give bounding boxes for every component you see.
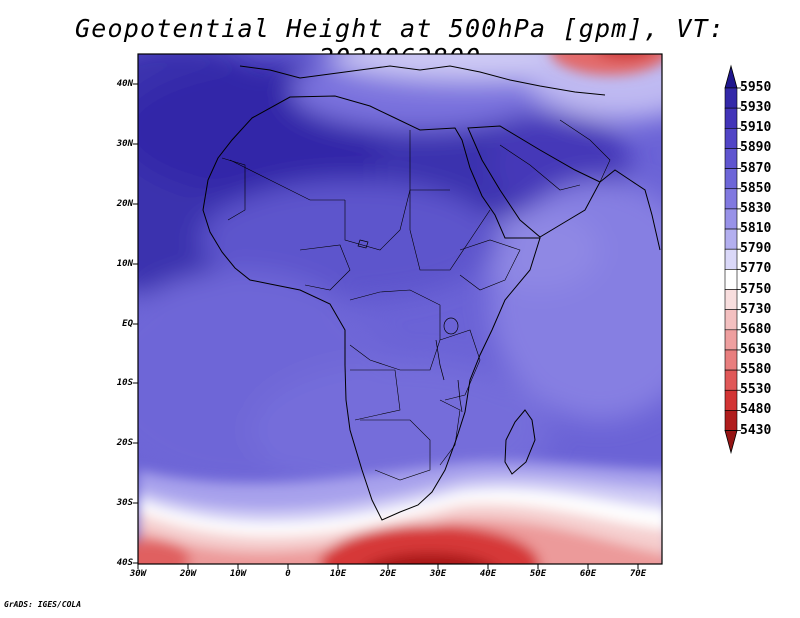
colorbar-label: 5480 [740, 402, 772, 418]
colorbar-label: 5680 [740, 321, 772, 337]
colorbar-segment [724, 188, 738, 210]
lon-label-30e: 30E [429, 569, 447, 579]
field-sw-low [138, 540, 190, 564]
colorbar-label: 5870 [740, 160, 772, 176]
lon-label-10e: 10E [329, 569, 347, 579]
colorbar [724, 64, 741, 455]
field-ne-low-core [599, 54, 651, 60]
colorbar-label: 5770 [740, 261, 772, 277]
africa-coastline [202, 95, 541, 521]
colorbar-label: 5950 [740, 80, 772, 95]
lon-label-20e: 20E [379, 569, 397, 579]
map-frame [137, 53, 663, 565]
field-ne-low [550, 54, 662, 75]
colorbar-label: 5910 [740, 120, 772, 136]
colorbar-segment [724, 329, 738, 351]
country-borders [221, 119, 611, 481]
colorbar-label: 5580 [740, 362, 772, 378]
colorbar-label: 5430 [740, 422, 772, 438]
lat-label-30n: 30N [116, 139, 133, 149]
lake-victoria [443, 317, 459, 335]
border-mauritania [221, 157, 246, 221]
colorbar-segment [724, 389, 738, 411]
colorbar-segment [724, 107, 738, 129]
colorbar-label: 5890 [740, 140, 772, 156]
colorbar-segment [724, 168, 738, 190]
border-niger-chad [344, 189, 411, 251]
lat-ticks [133, 83, 138, 564]
border-mozambique [439, 399, 461, 466]
colorbar-segment [724, 248, 738, 270]
border-nigeria [299, 244, 351, 291]
colorbar-label: 5810 [740, 221, 772, 237]
colorbar-segment [724, 228, 738, 250]
lat-label-10n: 10N [116, 259, 133, 269]
coastlines [202, 65, 661, 521]
border-east-africa [439, 329, 481, 401]
lat-label-20n: 20N [116, 199, 133, 209]
lat-label-40s: 40S [116, 558, 133, 568]
colorbar-segment [724, 208, 738, 230]
lon-label-40e: 40E [479, 569, 497, 579]
colorbar-bottom-triangle [724, 430, 738, 455]
colorbar-label: 5530 [740, 382, 772, 398]
colorbar-label: 5630 [740, 341, 772, 357]
colorbar-label: 5930 [740, 100, 772, 116]
lon-label-0: 0 [285, 569, 291, 579]
lat-label-40n: 40N [116, 79, 133, 89]
colorbar-label: 5730 [740, 301, 772, 317]
footer-credit: GrADS: IGES/COLA [4, 600, 82, 609]
colorbar-segment [724, 128, 738, 149]
europe-coastline [239, 65, 606, 96]
lat-label-10s: 10S [116, 378, 133, 388]
colorbar-label: 5790 [740, 241, 772, 257]
border-ethiopia [459, 239, 521, 291]
lake-chad [357, 239, 369, 249]
lon-label-60e: 60E [579, 569, 597, 579]
lon-label-10w: 10W [229, 569, 247, 579]
field-south-low [320, 525, 540, 564]
field-ne-band [530, 54, 662, 120]
lake-tanganyika [435, 339, 445, 381]
colorbar-segment [724, 269, 738, 290]
lon-label-20w: 20W [179, 569, 197, 579]
colorbar-segment [724, 289, 738, 310]
colorbar-segment [724, 309, 738, 331]
lon-ticks [137, 564, 639, 569]
colorbar-segment [724, 148, 738, 169]
border-saudi [499, 144, 581, 191]
colorbar-label: 5850 [740, 180, 772, 196]
lon-label-30w: 30W [129, 569, 147, 579]
lake-malawi [457, 379, 463, 413]
colorbar-segment [724, 369, 738, 391]
height-field [138, 54, 662, 564]
lat-label-eq: EQ [122, 319, 133, 329]
border-algeria-mali [229, 159, 345, 201]
lon-label-70e: 70E [629, 569, 647, 579]
madagascar-coastline [504, 409, 536, 475]
border-iran [559, 119, 611, 183]
field-south-low-core [369, 553, 491, 564]
lakes [357, 239, 463, 413]
border-angola [350, 369, 401, 421]
lat-label-20s: 20S [116, 438, 133, 448]
colorbar-segment [724, 349, 738, 371]
colorbar-segment [724, 87, 738, 109]
lat-label-30s: 30S [116, 498, 133, 508]
lon-label-50e: 50E [529, 569, 547, 579]
border-southern-africa [360, 419, 431, 481]
colorbar-top-triangle [724, 64, 738, 89]
colorbar-segment [724, 410, 738, 431]
arabia-coastline [467, 125, 601, 238]
india-coastline [599, 169, 661, 251]
colorbar-label: 5750 [740, 281, 772, 297]
border-sudan [409, 190, 491, 271]
colorbar-label: 5830 [740, 200, 772, 216]
